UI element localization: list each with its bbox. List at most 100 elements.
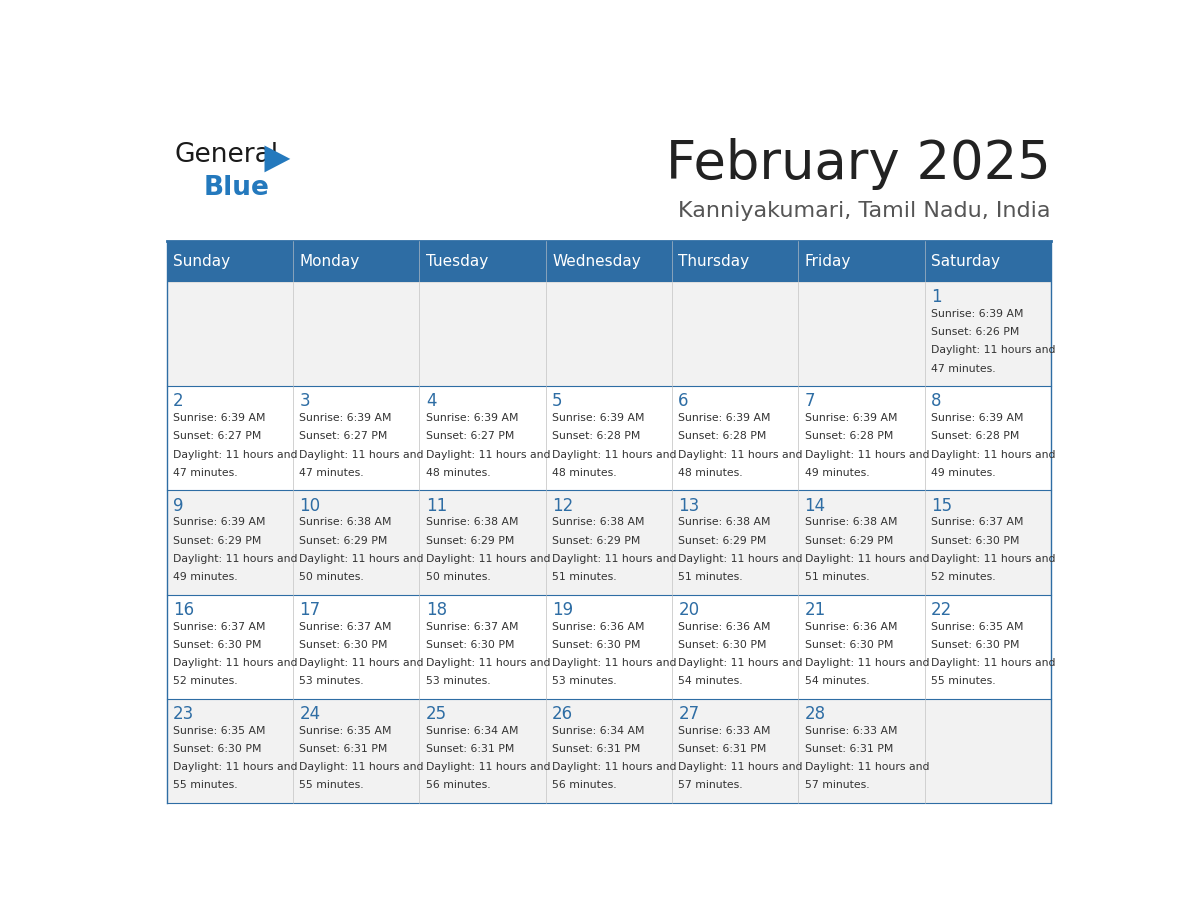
- Text: 20: 20: [678, 600, 700, 619]
- Text: Sunrise: 6:39 AM: Sunrise: 6:39 AM: [173, 413, 266, 423]
- Bar: [166, 595, 293, 699]
- Text: Sunrise: 6:38 AM: Sunrise: 6:38 AM: [425, 518, 518, 528]
- Bar: [798, 386, 924, 490]
- Bar: [924, 699, 1051, 803]
- Text: 49 minutes.: 49 minutes.: [804, 468, 870, 478]
- Bar: [672, 241, 798, 282]
- Text: Sunset: 6:29 PM: Sunset: 6:29 PM: [299, 535, 387, 545]
- Bar: [924, 386, 1051, 490]
- Text: 25: 25: [425, 705, 447, 723]
- Text: 7: 7: [804, 392, 815, 410]
- Text: Daylight: 11 hours and: Daylight: 11 hours and: [173, 554, 298, 564]
- Text: 52 minutes.: 52 minutes.: [931, 572, 996, 582]
- Bar: [166, 386, 293, 490]
- Text: Daylight: 11 hours and: Daylight: 11 hours and: [299, 554, 424, 564]
- Text: Sunrise: 6:33 AM: Sunrise: 6:33 AM: [804, 726, 897, 736]
- Text: Sunrise: 6:33 AM: Sunrise: 6:33 AM: [678, 726, 771, 736]
- Text: 49 minutes.: 49 minutes.: [173, 572, 238, 582]
- Bar: [293, 241, 419, 282]
- Text: Sunset: 6:29 PM: Sunset: 6:29 PM: [425, 535, 514, 545]
- Text: 55 minutes.: 55 minutes.: [173, 780, 238, 790]
- Text: 53 minutes.: 53 minutes.: [552, 677, 617, 687]
- Text: 54 minutes.: 54 minutes.: [804, 677, 870, 687]
- Text: Sunrise: 6:39 AM: Sunrise: 6:39 AM: [678, 413, 771, 423]
- Bar: [166, 490, 293, 595]
- Text: Daylight: 11 hours and: Daylight: 11 hours and: [552, 554, 676, 564]
- Text: 4: 4: [425, 392, 436, 410]
- Text: Sunrise: 6:38 AM: Sunrise: 6:38 AM: [678, 518, 771, 528]
- Text: Daylight: 11 hours and: Daylight: 11 hours and: [931, 554, 1055, 564]
- Text: Sunrise: 6:38 AM: Sunrise: 6:38 AM: [804, 518, 897, 528]
- Text: Daylight: 11 hours and: Daylight: 11 hours and: [425, 450, 550, 460]
- Text: February 2025: February 2025: [666, 139, 1051, 190]
- Text: Blue: Blue: [204, 175, 270, 201]
- Text: Sunday: Sunday: [173, 254, 230, 269]
- Bar: [924, 490, 1051, 595]
- Text: Sunrise: 6:34 AM: Sunrise: 6:34 AM: [425, 726, 518, 736]
- Bar: [166, 699, 293, 803]
- Text: Daylight: 11 hours and: Daylight: 11 hours and: [425, 762, 550, 772]
- Bar: [924, 595, 1051, 699]
- Text: 12: 12: [552, 497, 574, 515]
- Text: 50 minutes.: 50 minutes.: [299, 572, 365, 582]
- Text: 51 minutes.: 51 minutes.: [678, 572, 742, 582]
- Text: Daylight: 11 hours and: Daylight: 11 hours and: [173, 658, 298, 668]
- Text: Sunrise: 6:34 AM: Sunrise: 6:34 AM: [552, 726, 645, 736]
- Text: 11: 11: [425, 497, 447, 515]
- Text: Sunset: 6:29 PM: Sunset: 6:29 PM: [804, 535, 893, 545]
- Text: 1: 1: [931, 288, 941, 307]
- Bar: [166, 241, 293, 282]
- Bar: [293, 386, 419, 490]
- Text: Sunrise: 6:35 AM: Sunrise: 6:35 AM: [931, 621, 1023, 632]
- Text: Daylight: 11 hours and: Daylight: 11 hours and: [804, 762, 929, 772]
- Text: Sunrise: 6:39 AM: Sunrise: 6:39 AM: [931, 309, 1023, 319]
- Text: Sunrise: 6:37 AM: Sunrise: 6:37 AM: [299, 621, 392, 632]
- Text: Sunrise: 6:38 AM: Sunrise: 6:38 AM: [299, 518, 392, 528]
- Text: Sunrise: 6:37 AM: Sunrise: 6:37 AM: [931, 518, 1023, 528]
- Text: Sunrise: 6:36 AM: Sunrise: 6:36 AM: [678, 621, 771, 632]
- Text: 14: 14: [804, 497, 826, 515]
- Text: Sunrise: 6:37 AM: Sunrise: 6:37 AM: [425, 621, 518, 632]
- Text: Sunset: 6:29 PM: Sunset: 6:29 PM: [678, 535, 766, 545]
- Bar: [672, 490, 798, 595]
- Bar: [419, 241, 545, 282]
- Bar: [798, 241, 924, 282]
- Text: 9: 9: [173, 497, 184, 515]
- Text: Daylight: 11 hours and: Daylight: 11 hours and: [425, 658, 550, 668]
- Text: Daylight: 11 hours and: Daylight: 11 hours and: [299, 658, 424, 668]
- Text: 13: 13: [678, 497, 700, 515]
- Text: 50 minutes.: 50 minutes.: [425, 572, 491, 582]
- Text: Daylight: 11 hours and: Daylight: 11 hours and: [678, 762, 803, 772]
- Text: 28: 28: [804, 705, 826, 723]
- Text: 3: 3: [299, 392, 310, 410]
- Text: 54 minutes.: 54 minutes.: [678, 677, 742, 687]
- Text: 2: 2: [173, 392, 184, 410]
- Bar: [545, 386, 672, 490]
- Text: Sunset: 6:28 PM: Sunset: 6:28 PM: [804, 431, 893, 442]
- Text: 55 minutes.: 55 minutes.: [299, 780, 364, 790]
- Bar: [924, 241, 1051, 282]
- Bar: [545, 699, 672, 803]
- Text: Sunrise: 6:37 AM: Sunrise: 6:37 AM: [173, 621, 266, 632]
- Text: Sunset: 6:30 PM: Sunset: 6:30 PM: [678, 640, 766, 650]
- Text: 26: 26: [552, 705, 573, 723]
- Text: 21: 21: [804, 600, 826, 619]
- Text: Saturday: Saturday: [931, 254, 1000, 269]
- Text: Sunset: 6:27 PM: Sunset: 6:27 PM: [173, 431, 261, 442]
- Text: Daylight: 11 hours and: Daylight: 11 hours and: [299, 450, 424, 460]
- Bar: [672, 699, 798, 803]
- Text: 57 minutes.: 57 minutes.: [678, 780, 742, 790]
- Text: Sunset: 6:28 PM: Sunset: 6:28 PM: [931, 431, 1019, 442]
- Bar: [419, 699, 545, 803]
- Text: 18: 18: [425, 600, 447, 619]
- Text: 23: 23: [173, 705, 195, 723]
- Text: 53 minutes.: 53 minutes.: [425, 677, 491, 687]
- Bar: [798, 282, 924, 386]
- Text: 5: 5: [552, 392, 563, 410]
- Text: Sunset: 6:27 PM: Sunset: 6:27 PM: [299, 431, 387, 442]
- Text: Sunset: 6:30 PM: Sunset: 6:30 PM: [931, 640, 1019, 650]
- Text: Daylight: 11 hours and: Daylight: 11 hours and: [552, 762, 676, 772]
- Text: 47 minutes.: 47 minutes.: [173, 468, 238, 478]
- Text: 49 minutes.: 49 minutes.: [931, 468, 996, 478]
- Text: 24: 24: [299, 705, 321, 723]
